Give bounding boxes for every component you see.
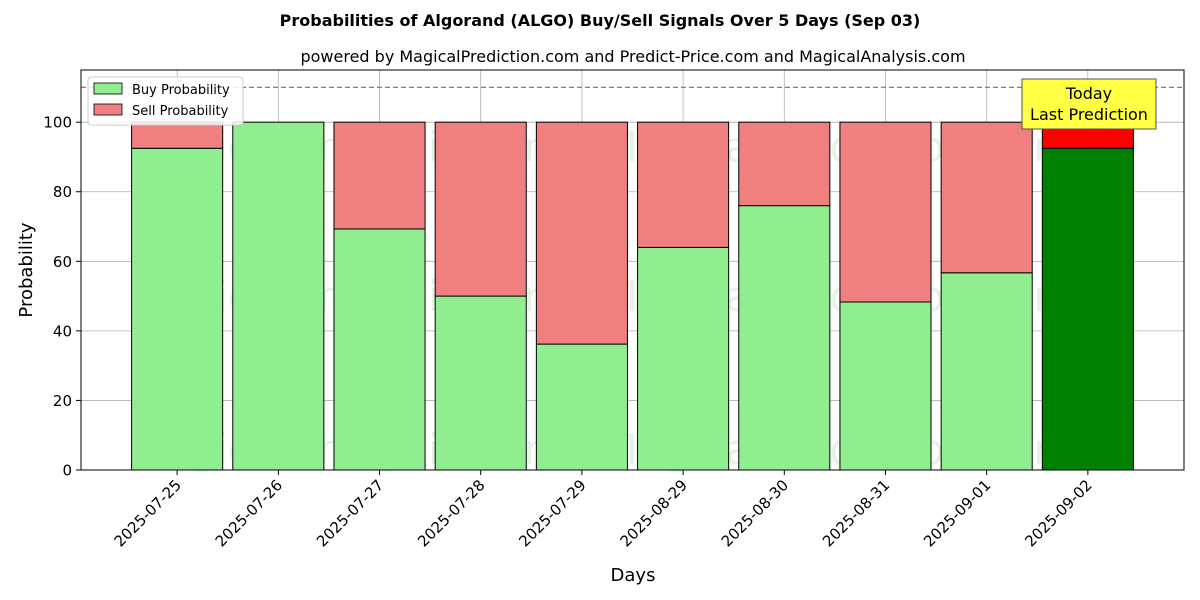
y-tick-label: 20 — [53, 392, 72, 410]
y-tick-label: 100 — [43, 114, 72, 132]
bar-sell — [434, 121, 527, 297]
x-axis: 2025-07-25 2025-07-26 2025-07-27 2025-07-28… — [111, 470, 1096, 550]
x-tick-label: 2025-07-26 — [212, 476, 286, 550]
legend-swatch-buy — [93, 82, 123, 95]
bar-sell — [535, 121, 628, 345]
bar-sell — [131, 121, 224, 149]
bar-buy — [232, 121, 325, 471]
bar-buy — [738, 205, 831, 471]
y-tick-label: 60 — [53, 253, 72, 271]
legend-swatch-sell — [93, 103, 123, 116]
x-tick-label: 2025-09-01 — [920, 476, 994, 550]
annotation-box — [1021, 78, 1157, 130]
today-annotation: Today Last Prediction — [1021, 78, 1157, 130]
x-tick-label: 2025-08-30 — [718, 476, 792, 550]
bar-buy — [131, 147, 224, 471]
legend-label-sell: Sell Probability — [132, 104, 229, 119]
x-tick-label: 2025-08-31 — [819, 476, 893, 550]
bar-sell — [637, 121, 730, 248]
bar-buy — [535, 343, 628, 471]
x-tick-label: 2025-08-29 — [617, 476, 691, 550]
y-axis-label: Probability — [16, 222, 37, 317]
bar-buy — [839, 301, 932, 471]
bar-sell — [738, 121, 831, 207]
bar-sell — [333, 121, 426, 230]
x-tick-label: 2025-07-25 — [111, 476, 185, 550]
x-tick-label: 2025-09-02 — [1021, 476, 1095, 550]
y-tick-label: 40 — [53, 322, 72, 340]
y-tick-label: 80 — [53, 183, 72, 201]
x-tick-label: 2025-07-27 — [313, 476, 387, 550]
annotation-line1: Today — [1065, 84, 1112, 103]
y-axis: 0 20 40 60 80 100 — [43, 114, 81, 480]
x-tick-label: 2025-07-28 — [414, 476, 488, 550]
bar-sell — [940, 121, 1033, 274]
chart-title: Probabilities of Algorand (ALGO) Buy/Sel… — [280, 11, 921, 30]
bar-buy — [940, 272, 1033, 471]
chart-subtitle: powered by MagicalPrediction.com and Pre… — [300, 47, 965, 66]
bar-buy — [1041, 147, 1134, 471]
bar-sell — [839, 121, 932, 303]
x-axis-label: Days — [611, 565, 656, 586]
legend-label-buy: Buy Probability — [132, 83, 230, 98]
bar-buy — [637, 246, 730, 471]
annotation-line2: Last Prediction — [1030, 105, 1148, 124]
x-tick-label: 2025-07-29 — [515, 476, 589, 550]
legend-frame — [87, 76, 244, 126]
bars — [131, 121, 1134, 471]
bar-buy — [434, 295, 527, 471]
legend: Buy Probability Sell Probability — [87, 76, 244, 126]
y-tick-label: 0 — [62, 462, 72, 480]
bar-buy — [333, 228, 426, 471]
plot-frame — [80, 69, 1185, 471]
